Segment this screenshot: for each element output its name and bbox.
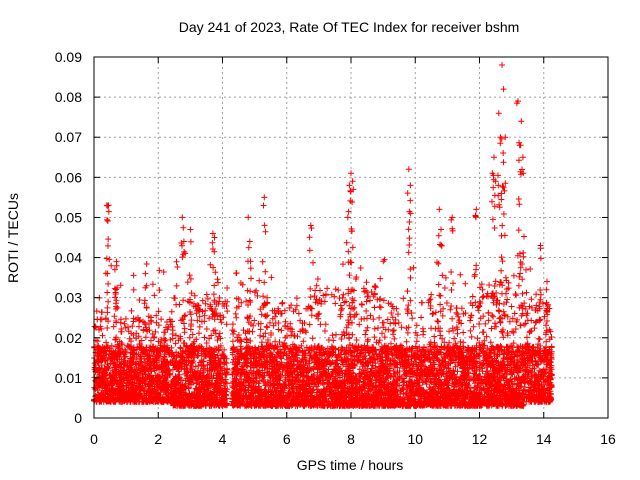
y-tick-label: 0.09 (55, 49, 82, 65)
x-tick-label: 4 (219, 431, 227, 447)
x-tick-labels: 0 2 4 6 8 10 12 14 16 (90, 431, 616, 447)
y-tick-label: 0.01 (55, 370, 82, 386)
y-tick-label: 0.04 (55, 250, 82, 266)
y-tick-labels: 0 0.01 0.02 0.03 0.04 0.05 0.06 0.07 0.08 0.09 (55, 49, 82, 426)
data-point-markers (91, 62, 555, 409)
y-tick-label: 0 (74, 410, 82, 426)
x-tick-label: 0 (90, 431, 98, 447)
axis-ticks (93, 56, 609, 419)
y-tick-label: 0.02 (55, 330, 82, 346)
x-tick-label: 2 (154, 431, 162, 447)
x-tick-label: 14 (536, 431, 552, 447)
chart-title: Day 241 of 2023, Rate Of TEC Index for r… (179, 19, 520, 35)
y-axis-label: ROTI / TECUs (5, 193, 21, 283)
x-tick-label: 16 (600, 431, 616, 447)
scatter-points (91, 62, 555, 409)
y-tick-label: 0.07 (55, 129, 82, 145)
x-tick-label: 6 (283, 431, 291, 447)
y-tick-label: 0.06 (55, 169, 82, 185)
x-axis-label: GPS time / hours (297, 457, 404, 473)
y-tick-label: 0.03 (55, 290, 82, 306)
y-tick-label: 0.08 (55, 89, 82, 105)
y-tick-label: 0.05 (55, 209, 82, 225)
x-tick-label: 8 (347, 431, 355, 447)
x-tick-label: 12 (472, 431, 488, 447)
x-tick-label: 10 (407, 431, 423, 447)
